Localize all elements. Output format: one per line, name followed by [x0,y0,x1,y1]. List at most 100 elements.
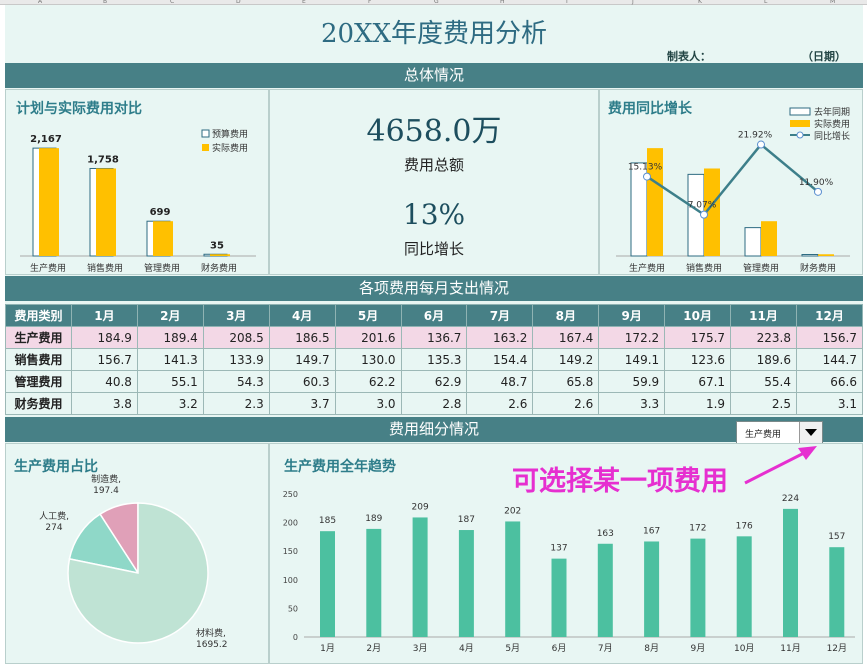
annotation-text: 可选择某一项费用 [512,466,728,497]
table-cell: 136.7 [400,326,468,349]
column-letter: B [103,0,108,5]
table-header-month: 7月 [466,304,534,327]
trend-data-label: 209 [412,502,429,512]
table-cell: 3.8 [71,392,138,415]
x-tick-label: 管理费用 [743,262,779,274]
table-cell: 3.3 [598,392,666,415]
bar-data-label: 1,758 [87,154,119,165]
y-tick-label: 100 [283,576,298,585]
trend-bar [829,547,845,637]
chart-yoy: 生产费用 销售费用 管理费用 财务费用 15.13% 7.07% 21.92% 11.90% 去… [616,106,850,274]
table-header-month: 11月 [730,304,797,327]
table-cell: 48.7 [466,370,534,393]
trend-data-label: 137 [550,544,567,554]
x-tick-label: 8月 [644,643,659,654]
y-tick-label: 250 [283,490,298,499]
y-tick-label: 0 [293,633,298,642]
panel-summary: 4658.0万 费用总额 13% 同比增长 [269,89,599,275]
table-cell: 55.1 [136,370,204,393]
table-cell: 2.3 [202,392,270,415]
category-dropdown[interactable]: 生产费用 [736,421,823,444]
trend-bar [320,531,335,637]
column-header-bar: A B C D E F G H I J K L M [0,0,867,5]
pie-data-label: 人工费, [39,510,69,522]
legend-label-growth: 同比增长 [814,130,850,142]
pie-data-label: 197.4 [93,486,119,496]
table-cell: 135.3 [400,348,468,371]
table-header-month: 6月 [400,304,468,327]
table-row: 管理费用 40.8 55.1 54.3 60.3 62.2 62.9 48.7 65.8 59.9… [5,370,864,393]
monthly-table: 费用类别 1月 2月 3月 4月 5月 6月 7月 8月 9月 10月 11月 12月 生产费用 184.… [5,304,864,415]
growth-data-label: 7.07% [688,201,717,211]
table-cell: 223.8 [730,326,797,349]
x-tick-label: 5月 [505,643,520,654]
column-letter: E [302,0,306,5]
bar-actual [153,221,173,256]
trend-data-label: 185 [319,516,336,526]
chart-title-trend: 生产费用全年趋势 [284,459,396,475]
bar-last-year [744,227,762,257]
maker-label: 制表人： [667,50,711,63]
table-cell: 189.4 [136,326,204,349]
growth-label: 同比增长 [403,240,464,258]
table-cell: 3.0 [334,392,402,415]
table-header-month: 1月 [71,304,138,327]
panel-plan-actual: 计划与实际费用对比 2,167 生产费用 1,758 销售费用 699 管理费用 35 财务费… [5,89,269,275]
panel-pie: 生产费用占比 材料费, 1695.2 人工费, 274 制造费, 197.4 [5,443,269,664]
x-tick-label: 生产费用 [30,262,66,274]
trend-data-label: 202 [504,506,521,516]
table-cell: 67.1 [664,370,732,393]
x-tick-label: 9月 [691,643,706,654]
trend-bar [551,558,567,637]
table-cell: 156.7 [795,326,864,349]
bar-data-label: 2,167 [30,134,62,145]
dropdown-arrow-button[interactable] [799,422,822,443]
trend-bar [505,521,521,637]
chevron-down-icon [805,429,817,436]
table-cell: 2.6 [466,392,534,415]
table-cell: 60.3 [268,370,336,393]
trend-bar [783,508,798,637]
column-letter: H [500,0,505,5]
legend-swatch-last-year [789,107,811,116]
x-tick-label: 1月 [320,643,335,654]
table-cell: 40.8 [71,370,138,393]
table-cell: 130.0 [334,348,402,371]
table-cell: 141.3 [136,348,204,371]
bar-actual [647,148,663,256]
trend-bar [458,530,474,637]
trend-bar [366,528,382,637]
trend-data-label: 176 [736,521,753,531]
x-tick-label: 管理费用 [144,262,180,274]
bar-actual [39,148,59,256]
table-cell: 149.1 [598,348,666,371]
pie-slice [67,502,209,644]
date-label: （日期） [802,50,846,63]
trend-data-label: 224 [782,494,799,504]
growth-value: 13% [402,198,466,231]
trend-data-label: 172 [689,524,706,534]
dropdown-selected: 生产费用 [745,430,782,440]
y-tick-label: 50 [288,604,298,613]
x-tick-label: 12月 [827,643,847,654]
x-tick-label: 11月 [780,643,800,654]
table-cell: 133.9 [202,348,270,371]
x-tick-label: 销售费用 [686,262,722,274]
growth-point [814,187,822,196]
legend-swatch-budget [201,129,210,138]
trend-data-label: 189 [365,514,382,524]
y-tick-label: 200 [283,519,298,528]
table-cell: 189.6 [730,348,797,371]
growth-point [643,172,651,181]
table-header-month: 4月 [268,304,336,327]
row-label: 生产费用 [5,326,72,349]
table-cell: 3.1 [795,392,864,415]
bar-actual [818,254,834,256]
column-letter: I [566,0,568,5]
table-cell: 208.5 [202,326,270,349]
total-label: 费用总额 [403,156,464,174]
table-row: 生产费用 184.9 189.4 208.5 186.5 201.6 136.7 163.2 1… [5,326,864,349]
growth-line [646,142,819,217]
table-cell: 3.2 [136,392,204,415]
